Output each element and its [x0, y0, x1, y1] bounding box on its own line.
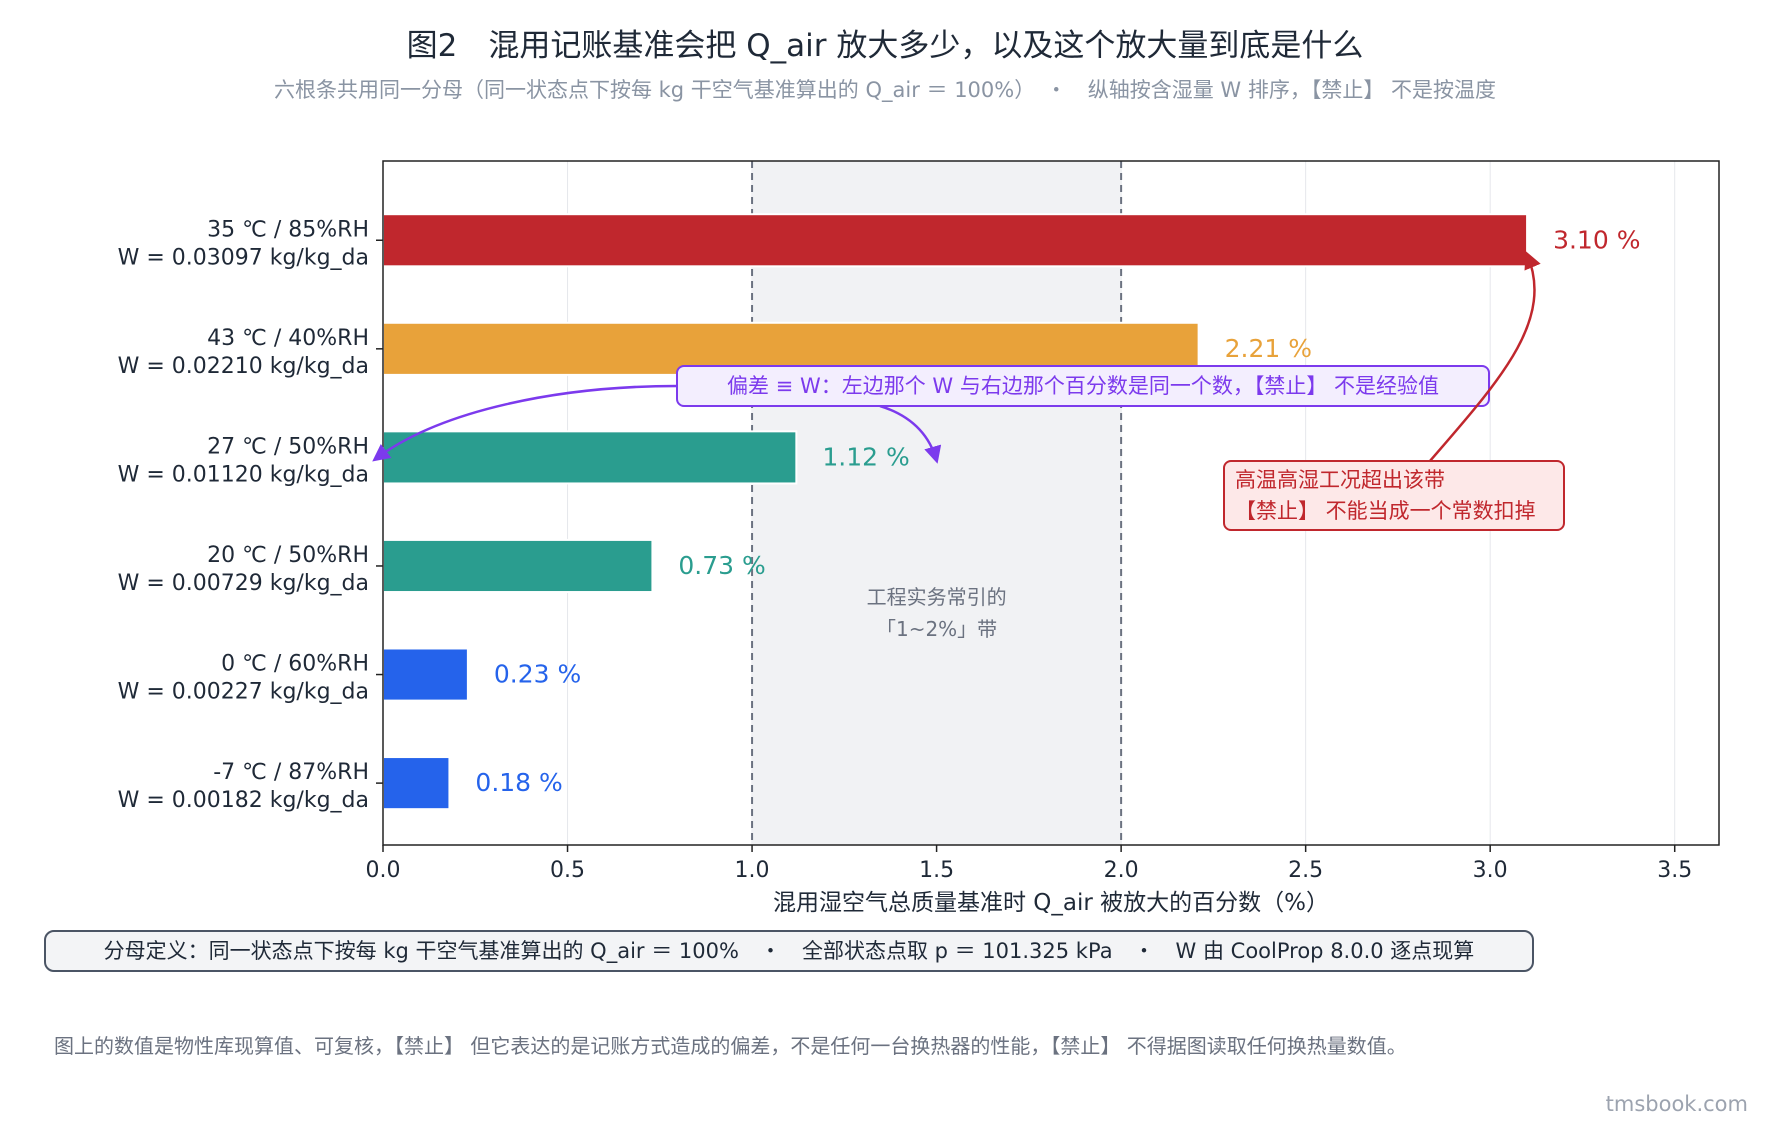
- annotation-box: [676, 365, 1490, 407]
- y-tick-label: 0 ℃ / 60%RH: [221, 652, 369, 677]
- band-label: 「1~2%」带: [876, 617, 997, 641]
- reference-band: [752, 161, 1122, 845]
- denominator-definition-text: 分母定义：同一状态点下按每 kg 干空气基准算出的 Q_air ＝ 100% ・…: [103, 939, 1475, 963]
- x-tick-label: 3.5: [1657, 858, 1692, 883]
- annotation-arrow: [879, 404, 942, 464]
- chart-subtitle: 六根条共用同一分母（同一状态点下按每 kg 干空气基准算出的 Q_air ＝ 1…: [273, 78, 1497, 102]
- y-tick-label: W = 0.01120 kg/kg_da: [118, 462, 369, 487]
- y-tick-label: W = 0.00227 kg/kg_da: [118, 680, 369, 705]
- bar-chart: 工程实务常引的 「1~2%」带 3.10 % 2.21 % 1.12 % 0.73 %…: [118, 160, 1720, 916]
- x-tick-label: 0.0: [366, 858, 401, 883]
- x-tick-label: 3.0: [1473, 858, 1508, 883]
- annotation-text: 高温高湿工况超出该带: [1235, 468, 1445, 492]
- y-tick-label: W = 0.00182 kg/kg_da: [118, 788, 369, 813]
- x-tick-label: 1.0: [735, 858, 770, 883]
- chart-title: 图2 混用记账基准会把 Q_air 放大多少，以及这个放大量到底是什么: [406, 28, 1364, 64]
- bar: [382, 756, 451, 811]
- plot-frame: [382, 160, 1720, 846]
- y-tick-label: W = 0.02210 kg/kg_da: [118, 354, 369, 379]
- y-tick-label: 35 ℃ / 85%RH: [207, 217, 369, 242]
- y-tick-label: W = 0.03097 kg/kg_da: [118, 245, 369, 270]
- bar-value-label: 0.23 %: [494, 660, 581, 689]
- denominator-definition-box: 分母定义：同一状态点下按每 kg 干空气基准算出的 Q_air ＝ 100% ・…: [44, 930, 1534, 972]
- y-tick-label: 27 ℃ / 50%RH: [207, 434, 369, 459]
- x-tick-label: 1.5: [919, 858, 954, 883]
- bar-value-label: 0.18 %: [475, 768, 562, 797]
- watermark: tmsbook.com: [1605, 1092, 1748, 1116]
- x-tick-label: 0.5: [550, 858, 585, 883]
- y-tick-label: 43 ℃ / 40%RH: [207, 326, 369, 351]
- y-tick-label: -7 ℃ / 87%RH: [213, 760, 369, 785]
- y-tick-label: 20 ℃ / 50%RH: [207, 543, 369, 568]
- x-tick-label: 2.5: [1288, 858, 1323, 883]
- bar-value-label: 2.21 %: [1225, 334, 1312, 363]
- annotation-arrow: [1429, 251, 1541, 462]
- x-tick-label: 2.0: [1104, 858, 1139, 883]
- band-label: 工程实务常引的: [867, 585, 1007, 609]
- annotation-text: 偏差 ≡ W：左边那个 W 与右边那个百分数是同一个数，【禁止】 不是经验值: [727, 374, 1439, 398]
- y-tick-label: W = 0.00729 kg/kg_da: [118, 571, 369, 596]
- annotation-arrow: [372, 384, 678, 462]
- bar: [382, 430, 798, 485]
- bar-value-label: 0.73 %: [678, 551, 765, 580]
- bottom-note: 图上的数值是物性库现算值、可复核，【禁止】 但它表达的是记账方式造成的偏差，不是…: [54, 1034, 1407, 1058]
- annotation-box: [1223, 460, 1565, 531]
- x-axis-label: 混用湿空气总质量基准时 Q_air 被放大的百分数（%）: [773, 890, 1329, 916]
- bar: [382, 538, 654, 594]
- annotation-text: 【禁止】 不能当成一个常数扣掉: [1235, 499, 1536, 523]
- bar-value-label: 1.12 %: [822, 442, 909, 471]
- bar: [382, 213, 1529, 268]
- bar: [382, 647, 469, 702]
- bar-value-label: 3.10 %: [1553, 225, 1640, 254]
